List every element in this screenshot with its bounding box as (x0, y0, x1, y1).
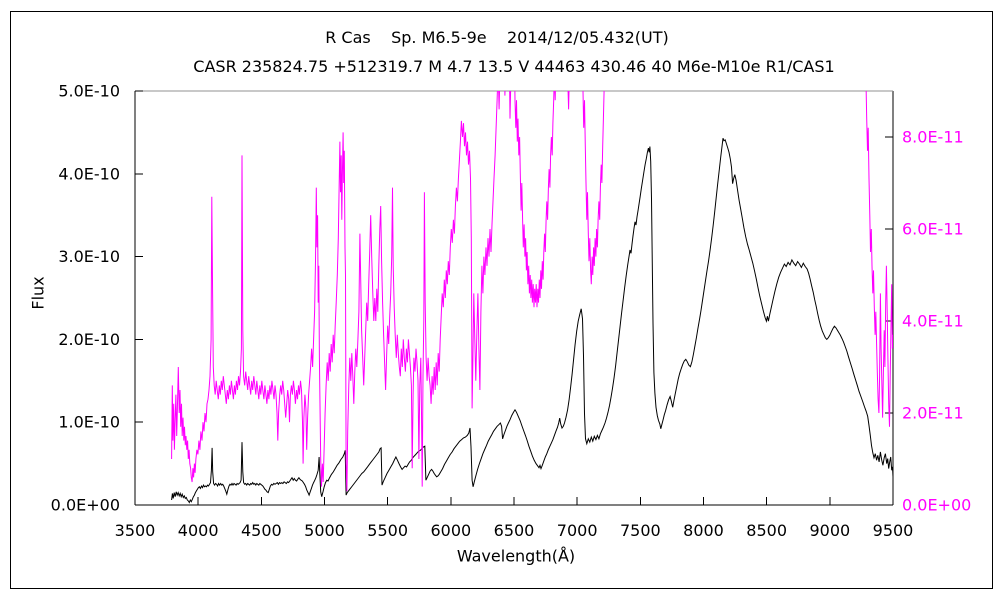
chart-title: R Cas Sp. M6.5-9e 2014/12/05.432(UT) (325, 28, 669, 47)
y-left-tick-label: 5.0E-10 (58, 82, 120, 101)
x-tick-label: 3500 (115, 521, 156, 540)
spectrum-magenta-line (171, 91, 893, 492)
y-left-tick-label: 1.0E-10 (58, 413, 120, 432)
x-tick-label: 4000 (178, 521, 219, 540)
x-tick-label: 7500 (620, 521, 661, 540)
x-tick-label: 8500 (746, 521, 787, 540)
y-right-tick-label: 8.0E-11 (902, 128, 964, 147)
y-left-tick-label: 0.0E+00 (51, 496, 120, 515)
x-axis-title-wavelength: Wavelength(Å) (456, 546, 576, 566)
y-right-tick-label: 4.0E-11 (902, 312, 964, 331)
x-tick-label: 4500 (241, 521, 282, 540)
y-left-tick-label: 4.0E-10 (58, 164, 120, 183)
y-right-tick-label: 0.0E+00 (902, 496, 971, 515)
x-tick-label: 8000 (683, 521, 724, 540)
x-tick-label: 9000 (809, 521, 850, 540)
y-left-tick-label: 3.0E-10 (58, 247, 120, 266)
y-left-tick-label: 2.0E-10 (58, 330, 120, 349)
x-tick-label: 6000 (430, 521, 471, 540)
x-tick-label: 5000 (304, 521, 345, 540)
image-border (10, 11, 993, 589)
x-tick-label: 7000 (557, 521, 598, 540)
chart-subtitle: CASR 235824.75 +512319.7 M 4.7 13.5 V 44… (193, 57, 835, 76)
y-right-tick-label: 2.0E-11 (902, 404, 964, 423)
spectrum-black-line (171, 138, 893, 504)
x-tick-label: 5500 (367, 521, 408, 540)
x-tick-label: 6500 (494, 521, 535, 540)
x-tick-label: 9500 (873, 521, 914, 540)
y-right-tick-label: 6.0E-11 (902, 220, 964, 239)
